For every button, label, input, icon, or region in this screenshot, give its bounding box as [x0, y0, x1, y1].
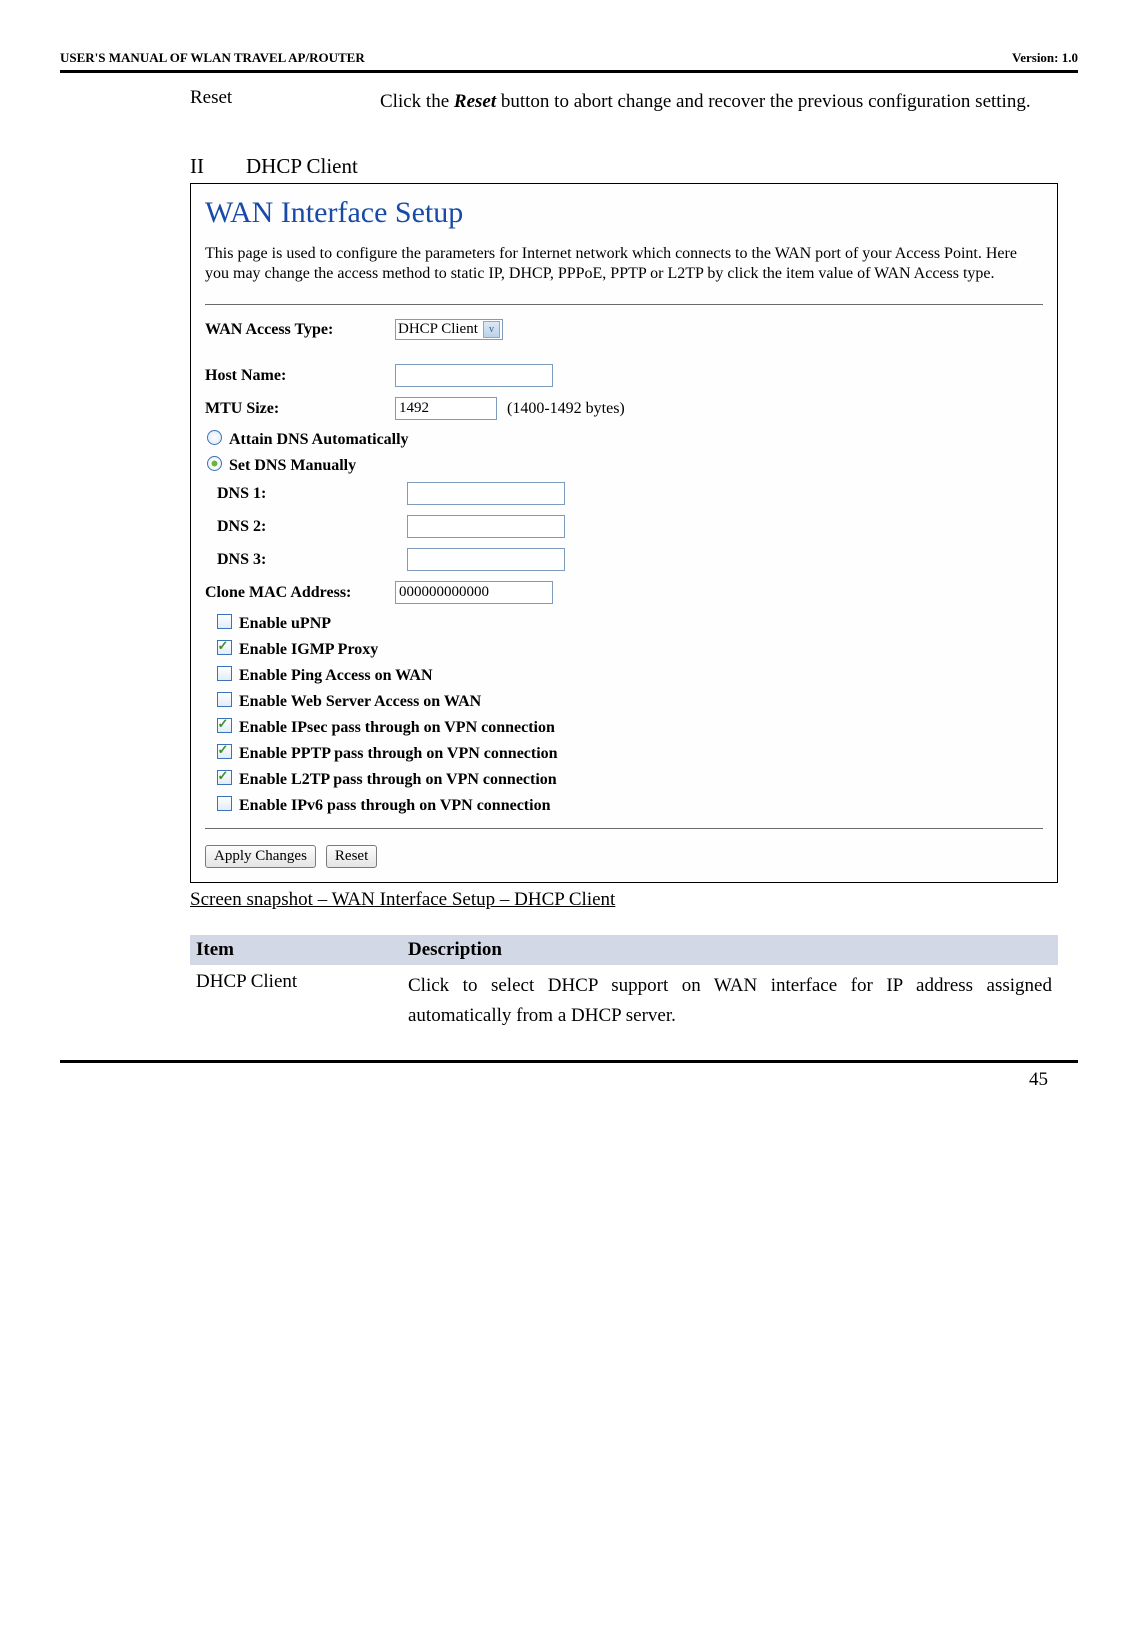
inner-divider [205, 304, 1043, 305]
checkbox-row-7[interactable]: Enable IPv6 pass through on VPN connecti… [205, 796, 1043, 816]
host-name-label: Host Name: [205, 367, 395, 385]
table-header-item: Item [190, 935, 402, 965]
checkbox-row-0[interactable]: Enable uPNP [205, 614, 1043, 634]
dns3-label: DNS 3: [205, 551, 407, 569]
section-heading: IIDHCP Client [190, 154, 1058, 179]
checkbox-row-1[interactable]: Enable IGMP Proxy [205, 640, 1043, 660]
footer-divider [60, 1060, 1078, 1063]
dns-auto-radio[interactable]: Attain DNS Automatically [205, 430, 1043, 450]
header-left: USER'S MANUAL OF WLAN TRAVEL AP/ROUTER [60, 50, 365, 66]
checkbox-row-3[interactable]: Enable Web Server Access on WAN [205, 692, 1043, 712]
wan-screenshot: WAN Interface Setup This page is used to… [190, 183, 1058, 883]
access-type-select[interactable]: DHCP Client v [395, 319, 503, 340]
checkbox-label: Enable IPv6 pass through on VPN connecti… [239, 797, 550, 815]
mtu-input[interactable] [395, 397, 497, 420]
reset-description: Click the Reset button to abort change a… [380, 87, 1058, 116]
checkbox-row-5[interactable]: Enable PPTP pass through on VPN connecti… [205, 744, 1043, 764]
apply-changes-button[interactable]: Apply Changes [205, 845, 316, 868]
clone-mac-input[interactable] [395, 581, 553, 604]
wan-description: This page is used to configure the param… [205, 244, 1043, 284]
description-table: Item Description DHCP Client Click to se… [190, 935, 1058, 1030]
dns2-label: DNS 2: [205, 518, 407, 536]
page-number: 45 [60, 1069, 1078, 1091]
checkbox-label: Enable IPsec pass through on VPN connect… [239, 719, 555, 737]
checkbox-row-2[interactable]: Enable Ping Access on WAN [205, 666, 1043, 686]
checkbox-label: Enable uPNP [239, 615, 331, 633]
checkbox-label: Enable IGMP Proxy [239, 641, 378, 659]
header-divider [60, 70, 1078, 73]
radio-on-icon [207, 456, 222, 471]
checkbox-row-6[interactable]: Enable L2TP pass through on VPN connecti… [205, 770, 1043, 790]
checkbox-label: Enable L2TP pass through on VPN connecti… [239, 771, 557, 789]
inner-divider-2 [205, 828, 1043, 829]
chevron-down-icon: v [483, 321, 500, 338]
checkbox-label: Enable Web Server Access on WAN [239, 693, 481, 711]
checkbox-label: Enable PPTP pass through on VPN connecti… [239, 745, 558, 763]
checkbox-icon [217, 692, 232, 707]
table-header-desc: Description [402, 935, 1058, 965]
dns2-input[interactable] [407, 515, 565, 538]
dns3-input[interactable] [407, 548, 565, 571]
access-type-label: WAN Access Type: [205, 321, 395, 339]
table-cell-item: DHCP Client [190, 971, 402, 1030]
checkbox-icon [217, 770, 232, 785]
host-name-input[interactable] [395, 364, 553, 387]
checkbox-icon [217, 666, 232, 681]
dns1-input[interactable] [407, 482, 565, 505]
clone-mac-label: Clone MAC Address: [205, 584, 395, 602]
radio-off-icon [207, 430, 222, 445]
reset-label: Reset [190, 87, 380, 116]
checkbox-icon [217, 796, 232, 811]
checkbox-icon [217, 640, 232, 655]
mtu-note: (1400-1492 bytes) [507, 400, 625, 418]
table-cell-desc: Click to select DHCP support on WAN inte… [402, 971, 1058, 1030]
dns1-label: DNS 1: [205, 485, 407, 503]
table-row: DHCP Client Click to select DHCP support… [190, 971, 1058, 1030]
screenshot-caption: Screen snapshot – WAN Interface Setup – … [190, 889, 1058, 911]
checkbox-row-4[interactable]: Enable IPsec pass through on VPN connect… [205, 718, 1043, 738]
dns-manual-radio[interactable]: Set DNS Manually [205, 456, 1043, 476]
checkbox-icon [217, 718, 232, 733]
mtu-label: MTU Size: [205, 400, 395, 418]
header-right: Version: 1.0 [1012, 50, 1078, 66]
checkbox-label: Enable Ping Access on WAN [239, 667, 433, 685]
reset-button[interactable]: Reset [326, 845, 377, 868]
wan-title: WAN Interface Setup [205, 196, 1043, 230]
checkbox-icon [217, 744, 232, 759]
checkbox-icon [217, 614, 232, 629]
